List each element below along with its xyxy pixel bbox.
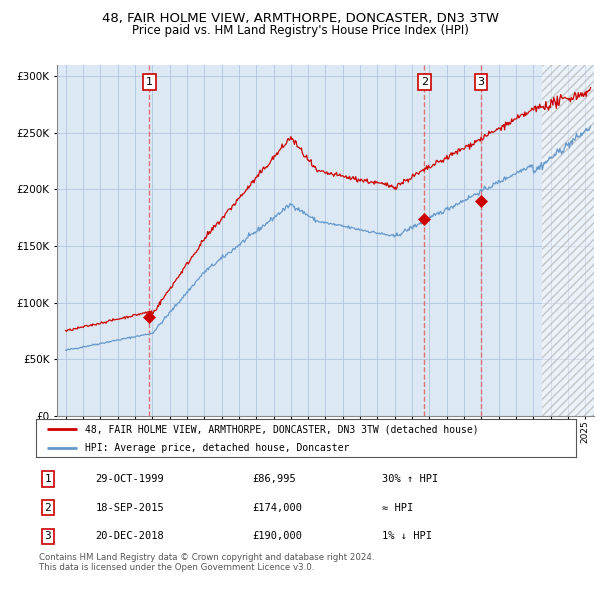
Text: 1: 1 [44,474,51,484]
Text: This data is licensed under the Open Government Licence v3.0.: This data is licensed under the Open Gov… [39,563,314,572]
Text: 18-SEP-2015: 18-SEP-2015 [95,503,164,513]
Polygon shape [542,65,594,416]
Text: 48, FAIR HOLME VIEW, ARMTHORPE, DONCASTER, DN3 3TW: 48, FAIR HOLME VIEW, ARMTHORPE, DONCASTE… [101,12,499,25]
Text: 3: 3 [44,532,51,542]
Text: 2: 2 [421,77,428,87]
Text: ≈ HPI: ≈ HPI [382,503,413,513]
Text: 3: 3 [478,77,484,87]
Text: 1% ↓ HPI: 1% ↓ HPI [382,532,431,542]
Text: 2: 2 [44,503,51,513]
Text: HPI: Average price, detached house, Doncaster: HPI: Average price, detached house, Donc… [85,442,349,453]
Text: £174,000: £174,000 [252,503,302,513]
Text: 48, FAIR HOLME VIEW, ARMTHORPE, DONCASTER, DN3 3TW (detached house): 48, FAIR HOLME VIEW, ARMTHORPE, DONCASTE… [85,424,478,434]
Text: Contains HM Land Registry data © Crown copyright and database right 2024.: Contains HM Land Registry data © Crown c… [39,553,374,562]
Text: £190,000: £190,000 [252,532,302,542]
Text: 29-OCT-1999: 29-OCT-1999 [95,474,164,484]
Text: £86,995: £86,995 [252,474,296,484]
Text: Price paid vs. HM Land Registry's House Price Index (HPI): Price paid vs. HM Land Registry's House … [131,24,469,37]
Text: 20-DEC-2018: 20-DEC-2018 [95,532,164,542]
Text: 1: 1 [146,77,153,87]
Text: 30% ↑ HPI: 30% ↑ HPI [382,474,438,484]
